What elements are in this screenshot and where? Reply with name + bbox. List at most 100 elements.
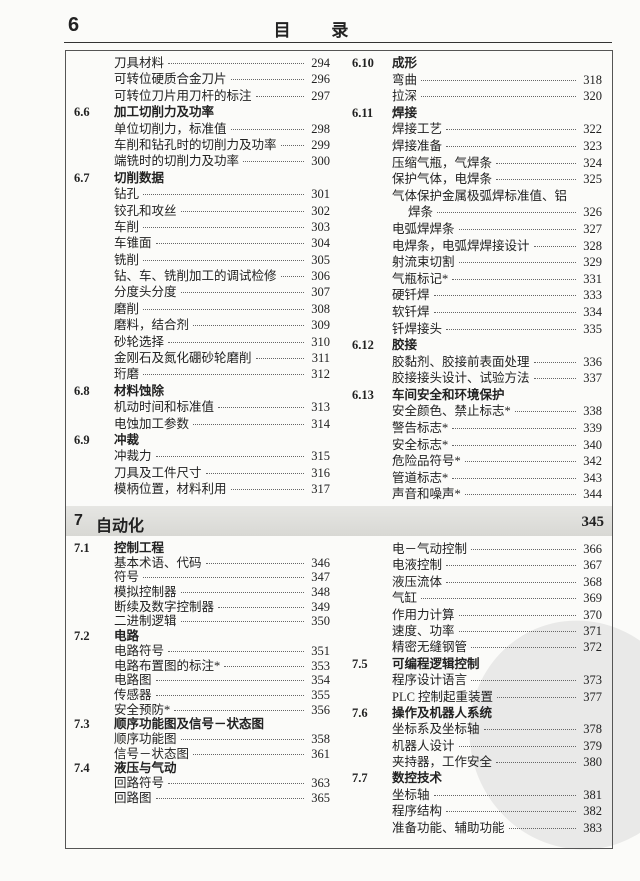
toc-entry: 气瓶标记* 331 bbox=[352, 271, 602, 288]
entry-title: 射流束切割 bbox=[392, 255, 455, 270]
entry-title: 管道标志* bbox=[392, 470, 449, 485]
section-title: 操作及机器人系统 bbox=[392, 705, 493, 720]
entry-page: 377 bbox=[583, 689, 602, 704]
dot-leader bbox=[180, 738, 304, 740]
dot-leader bbox=[458, 630, 576, 632]
toc-entry: 电蚀加工参数 314 bbox=[74, 416, 330, 432]
toc-entry: 顺序功能图 358 bbox=[74, 732, 330, 747]
dot-leader bbox=[471, 680, 576, 682]
entry-title: 断续及数字控制器 bbox=[114, 599, 215, 614]
entry-title: 传感器 bbox=[114, 687, 152, 702]
dot-leader bbox=[280, 144, 304, 146]
entry-title: 电路符号 bbox=[114, 643, 165, 658]
toc-section: 7.5 可编程逻辑控制 bbox=[352, 656, 602, 672]
entry-title: 焊条 bbox=[408, 205, 434, 220]
toc-section: 7.6 操作及机器人系统 bbox=[352, 705, 602, 721]
dot-leader bbox=[533, 361, 576, 363]
entry-title: 磨削 bbox=[114, 301, 140, 316]
dot-leader bbox=[471, 647, 576, 649]
entry-page: 314 bbox=[311, 416, 330, 431]
toc-entry: 保护气体，电焊条 325 bbox=[352, 171, 602, 188]
entry-page: 326 bbox=[583, 205, 602, 220]
toc-entry: 坐标系及坐标轴 378 bbox=[352, 721, 602, 737]
dot-leader bbox=[255, 95, 304, 97]
section-title: 加工切削力及功率 bbox=[114, 105, 215, 120]
entry-title: 声音和噪声* bbox=[392, 487, 461, 502]
chapter-heading: 7 自动化 345 bbox=[65, 506, 613, 536]
entry-title: 基本术语、代码 bbox=[114, 555, 202, 570]
entry-title: PLC 控制起重装置 bbox=[392, 689, 494, 704]
entry-title: 符号 bbox=[114, 570, 140, 585]
dot-leader bbox=[155, 797, 304, 799]
dot-leader bbox=[205, 472, 304, 474]
dot-leader bbox=[421, 79, 576, 81]
entry-page: 354 bbox=[311, 673, 330, 688]
entry-page: 305 bbox=[311, 252, 330, 267]
entry-page: 379 bbox=[583, 738, 602, 753]
toc-entry: 钻孔 301 bbox=[74, 186, 330, 202]
dot-leader bbox=[446, 129, 576, 131]
entry-page: 296 bbox=[311, 72, 330, 87]
entry-title: 坐标轴 bbox=[392, 787, 430, 802]
toc-entry: 焊条 326 bbox=[352, 204, 602, 221]
toc-section: 7.4 液压与气动 bbox=[74, 761, 330, 776]
toc-entry: 电路图 354 bbox=[74, 673, 330, 688]
entry-page: 353 bbox=[311, 658, 330, 673]
dot-leader bbox=[433, 295, 576, 297]
entry-page: 311 bbox=[311, 351, 330, 366]
entry-page: 366 bbox=[583, 542, 602, 556]
dot-leader bbox=[464, 461, 576, 463]
toc-entry: 气体保护金属极弧焊标准值、铝 bbox=[352, 188, 602, 205]
entry-title: 金刚石及氮化硼砂轮磨削 bbox=[114, 351, 252, 366]
entry-page: 348 bbox=[311, 585, 330, 600]
dot-leader bbox=[230, 489, 304, 491]
toc-entry: 精密无缝钢管 372 bbox=[352, 639, 602, 655]
entry-title: 铰孔和攻丝 bbox=[114, 203, 177, 218]
dot-leader bbox=[155, 694, 304, 696]
entry-title: 电蚀加工参数 bbox=[114, 416, 190, 431]
toc-column: 刀具材料 294 可转位硬质合金刀片 296 可转位刀片用刀杆的标注 297 6.6 加工切削… bbox=[74, 55, 330, 498]
entry-title: 可转位硬质合金刀片 bbox=[114, 72, 227, 87]
section-number: 7.2 bbox=[74, 629, 90, 644]
toc-entry: 磨料，结合剂 309 bbox=[74, 317, 330, 333]
entry-page: 351 bbox=[311, 643, 330, 658]
dot-leader bbox=[458, 614, 576, 616]
dot-leader bbox=[143, 194, 304, 196]
toc-entry: 胶黏剂、胶接前表面处理 336 bbox=[352, 354, 602, 371]
entry-title: 软钎焊 bbox=[392, 304, 430, 319]
toc-section: 7.1 控制工程 bbox=[74, 541, 330, 556]
entry-page: 302 bbox=[311, 203, 330, 218]
entry-page: 356 bbox=[311, 702, 330, 717]
toc-entry: 钻、车、铣削加工的调试检修 306 bbox=[74, 268, 330, 284]
section-title: 液压与气动 bbox=[114, 761, 177, 776]
entry-title: 珩磨 bbox=[114, 367, 140, 382]
dot-leader bbox=[143, 577, 304, 579]
dot-leader bbox=[452, 278, 576, 280]
toc-entry: 符号 347 bbox=[74, 570, 330, 585]
entry-page: 358 bbox=[311, 731, 330, 746]
entry-title: 钎焊接头 bbox=[392, 321, 443, 336]
dot-leader bbox=[452, 477, 576, 479]
dot-leader bbox=[452, 444, 576, 446]
dot-leader bbox=[421, 96, 576, 98]
dot-leader bbox=[255, 358, 304, 360]
section-number: 6.9 bbox=[74, 432, 90, 447]
dot-leader bbox=[280, 276, 304, 278]
entry-page: 381 bbox=[583, 787, 602, 802]
toc-entry: 程序结构 382 bbox=[352, 803, 602, 819]
section-number: 7.1 bbox=[74, 541, 90, 555]
entry-title: 气体保护金属极弧焊标准值、铝 bbox=[392, 188, 568, 203]
page-title: 目 录 bbox=[273, 21, 367, 40]
chapter-title: 自动化 bbox=[96, 518, 145, 535]
dot-leader bbox=[143, 308, 304, 310]
entry-title: 液压流体 bbox=[392, 574, 443, 589]
dot-leader bbox=[446, 565, 576, 567]
entry-title: 模拟控制器 bbox=[114, 585, 177, 600]
toc-entry: 软钎焊 334 bbox=[352, 304, 602, 321]
toc-entry: 金刚石及氮化硼砂轮磨削 311 bbox=[74, 350, 330, 366]
dot-leader bbox=[243, 161, 304, 163]
entry-title: 电路布置图的标注* bbox=[114, 658, 221, 673]
entry-page: 320 bbox=[583, 89, 602, 104]
dot-leader bbox=[497, 696, 576, 698]
entry-page: 304 bbox=[311, 236, 330, 251]
